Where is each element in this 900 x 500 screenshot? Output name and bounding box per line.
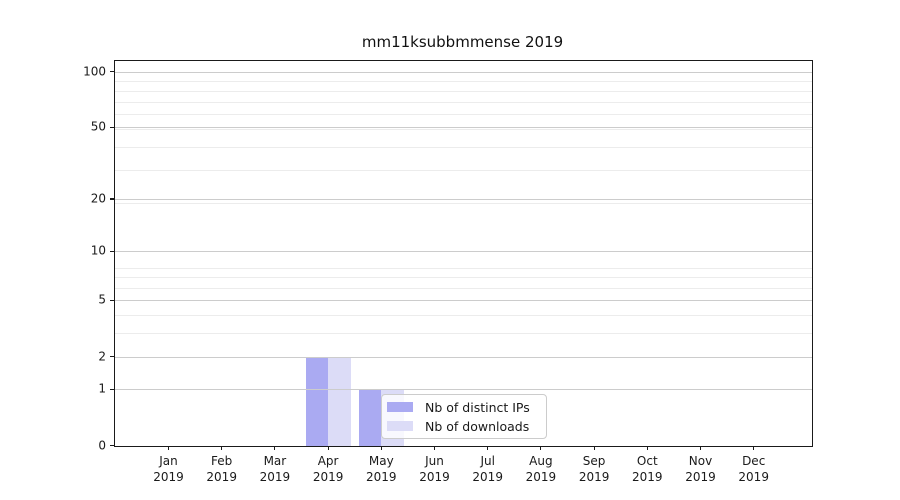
gridline-minor: [115, 146, 812, 148]
x-tick-label: Apr 2019: [312, 454, 344, 484]
gridline-major: [115, 300, 812, 302]
gridline-minor: [115, 101, 812, 103]
y-tick: [109, 198, 114, 200]
legend-label-downloads: Nb of downloads: [425, 418, 530, 434]
bar-nb-of-distinct-ips-may: [358, 389, 382, 446]
x-tick: [167, 446, 170, 450]
gridline-minor: [115, 90, 812, 92]
gridline-minor: [115, 333, 812, 335]
x-tick-label: Dec 2019: [738, 454, 769, 484]
x-tick: [380, 446, 382, 450]
x-tick-label: Jun 2019: [419, 454, 450, 484]
x-tick: [540, 446, 542, 450]
y-tick-label: 0: [98, 438, 106, 453]
x-tick: [433, 446, 436, 450]
x-tick: [753, 446, 755, 450]
y-tick-label: 2: [98, 349, 106, 364]
y-tick: [109, 71, 114, 73]
x-tick-label: Jul 2019: [472, 454, 503, 484]
legend-item-downloads: Nb of downloads: [387, 418, 540, 434]
x-tick: [593, 446, 595, 450]
gridline-minor: [115, 287, 812, 289]
legend-swatch-distinct-ips: [387, 402, 413, 412]
gridline-major: [115, 199, 812, 201]
x-tick: [327, 446, 329, 450]
x-tick-label: Feb 2019: [206, 454, 237, 484]
grid-layer: [115, 61, 812, 446]
x-tick-label: Jan 2019: [153, 454, 184, 484]
y-tick-label: 50: [90, 119, 106, 134]
legend: Nb of distinct IPs Nb of downloads: [381, 394, 547, 439]
x-tick-label: Mar 2019: [259, 454, 291, 484]
y-tick: [109, 250, 114, 252]
legend-item-distinct-ips: Nb of distinct IPs: [387, 399, 540, 415]
axis-layer: 0 1 2 5 10 20 50 100 Jan 2019 Feb 2019 Mar 2019 Apr 201…: [83, 61, 812, 484]
x-tick: [221, 446, 223, 450]
gridline-major: [115, 127, 812, 129]
x-tick: [646, 446, 648, 450]
plot-area: 0 1 2 5 10 20 50 100 Jan 2019 Feb 2019 Mar 2019 Apr 201…: [83, 60, 813, 484]
x-tick: [487, 446, 489, 450]
gridline-minor: [115, 267, 812, 269]
y-tick: [109, 355, 114, 358]
bar-nb-of-distinct-ips-apr: [305, 356, 329, 446]
y-tick-label: 10: [90, 244, 106, 259]
chart-title: mm11ksubbmmense 2019: [361, 33, 564, 51]
y-tick: [109, 388, 114, 390]
legend-label-distinct-ips: Nb of distinct IPs: [425, 399, 530, 415]
gridline-minor: [115, 114, 812, 116]
gridline-minor: [115, 170, 812, 172]
bar-nb-of-downloads-apr: [328, 356, 351, 446]
gridline-minor: [115, 81, 812, 83]
y-tick: [109, 444, 114, 447]
y-tick-label: 20: [90, 191, 106, 206]
y-tick: [109, 299, 114, 302]
x-tick-label: Aug 2019: [525, 454, 557, 484]
gridline-major: [115, 389, 812, 391]
x-tick: [274, 446, 276, 450]
legend-swatch-downloads: [387, 421, 413, 431]
gridline-major: [115, 71, 812, 73]
gridline-minor: [115, 202, 812, 204]
x-tick-label: May 2019: [366, 454, 397, 484]
x-tick-label: Sep 2019: [578, 454, 610, 484]
y-tick-label: 1: [98, 382, 106, 397]
gridline-major: [115, 356, 812, 358]
gridline-minor: [115, 315, 812, 317]
gridline-minor: [115, 128, 812, 130]
x-tick-label: Oct 2019: [632, 454, 663, 484]
gridline-major: [115, 251, 812, 253]
x-tick: [699, 446, 702, 450]
y-tick: [109, 126, 114, 128]
x-tick-label: Nov 2019: [685, 454, 716, 484]
y-tick-label: 100: [83, 64, 106, 79]
gridline-minor: [115, 277, 812, 279]
y-tick-label: 5: [98, 293, 106, 308]
